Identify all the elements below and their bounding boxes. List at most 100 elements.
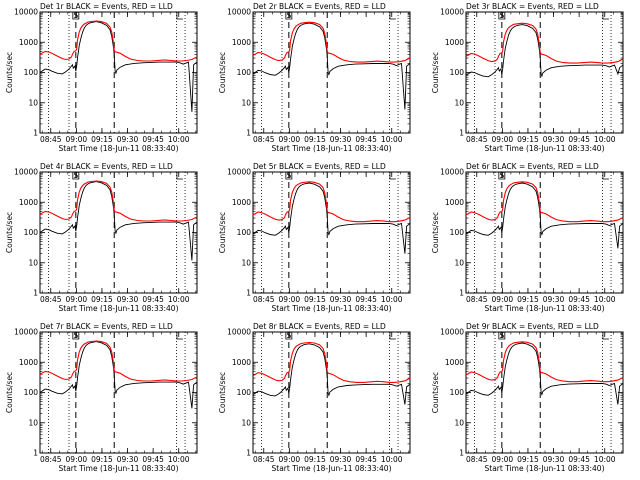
events-series-line bbox=[39, 21, 198, 112]
y-axis-label: Counts/sec bbox=[431, 212, 440, 253]
x-tick-label: 09:15 bbox=[517, 135, 539, 144]
x-tick-label: 09:15 bbox=[517, 455, 539, 464]
x-tick-label: 09:15 bbox=[517, 295, 539, 304]
y-tick-label: 10 bbox=[241, 258, 251, 267]
y-tick-label: 10 bbox=[28, 418, 38, 427]
y-tick-label: 10000 bbox=[440, 168, 464, 177]
y-tick-label: 100 bbox=[24, 68, 39, 77]
x-tick-label: 09:45 bbox=[142, 455, 164, 464]
x-tick-label: 08:45 bbox=[466, 455, 488, 464]
flag-label-s: S bbox=[73, 331, 78, 340]
lld-series-line bbox=[252, 341, 411, 383]
flag-label-s: S bbox=[73, 171, 78, 180]
saa-flag-bracket bbox=[285, 172, 293, 180]
y-tick-label: 100 bbox=[24, 388, 39, 397]
panel-title: Det 1r BLACK = Events, RED = LLD bbox=[40, 2, 173, 11]
panel-title: Det 9r BLACK = Events, RED = LLD bbox=[466, 322, 599, 331]
detector-panel: Det 8r BLACK = Events, RED = LLD 1 10 100 10… bbox=[218, 322, 411, 473]
saa-flag-bracket bbox=[498, 172, 506, 180]
x-axis-label: Start Time (18-Jun-11 08:33:40) bbox=[272, 304, 392, 313]
y-tick-label: 1 bbox=[33, 449, 38, 458]
y-tick-label: 1000 bbox=[19, 198, 38, 207]
y-tick-label: 10000 bbox=[227, 168, 251, 177]
y-tick-label: 1 bbox=[33, 129, 38, 138]
x-tick-label: 09:30 bbox=[330, 295, 352, 304]
y-axis-label: Counts/sec bbox=[5, 52, 14, 93]
lld-series-line bbox=[39, 340, 198, 382]
y-tick-label: 10 bbox=[28, 98, 38, 107]
x-tick-label: 09:45 bbox=[142, 295, 164, 304]
x-tick-label: 09:30 bbox=[330, 455, 352, 464]
events-series-line bbox=[465, 182, 624, 249]
x-tick-label: 08:45 bbox=[40, 455, 62, 464]
flag-bracket-l bbox=[176, 12, 183, 20]
x-tick-label: 08:45 bbox=[466, 135, 488, 144]
events-series-line bbox=[465, 24, 624, 78]
y-tick-label: 100 bbox=[450, 68, 465, 77]
y-tick-label: 1000 bbox=[445, 198, 464, 207]
plot-frame bbox=[465, 11, 624, 134]
x-tick-label: 09:30 bbox=[330, 135, 352, 144]
x-axis-label: Start Time (18-Jun-11 08:33:40) bbox=[485, 464, 605, 473]
x-tick-label: 09:30 bbox=[543, 135, 565, 144]
y-tick-label: 1 bbox=[246, 289, 251, 298]
y-tick-label: 10000 bbox=[227, 328, 251, 337]
plot-frame bbox=[252, 171, 411, 294]
x-tick-label: 09:45 bbox=[568, 455, 590, 464]
x-tick-label: 08:45 bbox=[253, 135, 275, 144]
x-tick-label: 09:15 bbox=[91, 455, 113, 464]
x-tick-label: 09:00 bbox=[492, 455, 514, 464]
x-tick-label: 09:30 bbox=[117, 295, 139, 304]
x-tick-label: 09:00 bbox=[66, 455, 88, 464]
x-tick-label: 08:45 bbox=[40, 295, 62, 304]
y-axis-label: Counts/sec bbox=[5, 372, 14, 413]
x-tick-label: 09:30 bbox=[117, 455, 139, 464]
y-tick-label: 1 bbox=[246, 129, 251, 138]
y-tick-label: 10 bbox=[454, 98, 464, 107]
x-axis-label: Start Time (18-Jun-11 08:33:40) bbox=[59, 304, 179, 313]
x-tick-label: 09:15 bbox=[304, 455, 326, 464]
y-tick-label: 1000 bbox=[19, 358, 38, 367]
y-tick-label: 10000 bbox=[14, 8, 38, 17]
x-tick-label: 09:30 bbox=[117, 135, 139, 144]
flag-label-s: S bbox=[286, 331, 291, 340]
x-tick-label: 09:15 bbox=[91, 135, 113, 144]
flag-bracket-l bbox=[389, 12, 396, 20]
y-tick-label: 10000 bbox=[227, 8, 251, 17]
y-tick-label: 10000 bbox=[14, 168, 38, 177]
x-tick-label: 09:45 bbox=[355, 455, 377, 464]
x-tick-label: 10:00 bbox=[168, 455, 190, 464]
saa-flag-bracket bbox=[498, 12, 506, 20]
panel-title: Det 4r BLACK = Events, RED = LLD bbox=[40, 162, 173, 171]
lld-series-line bbox=[252, 181, 411, 223]
y-tick-label: 1000 bbox=[445, 38, 464, 47]
flag-bracket-l bbox=[389, 332, 396, 340]
saa-flag-bracket bbox=[72, 172, 80, 180]
detector-panel: Det 5r BLACK = Events, RED = LLD 1 10 100 10… bbox=[218, 162, 411, 313]
x-axis-label: Start Time (18-Jun-11 08:33:40) bbox=[485, 144, 605, 153]
flag-bracket-l bbox=[602, 12, 609, 20]
flag-label-s: S bbox=[499, 171, 504, 180]
lld-series-line bbox=[465, 22, 624, 64]
y-axis-label: Counts/sec bbox=[431, 372, 440, 413]
x-tick-label: 09:45 bbox=[355, 135, 377, 144]
y-tick-label: 10 bbox=[241, 98, 251, 107]
x-tick-label: 09:45 bbox=[142, 135, 164, 144]
plot-frame bbox=[252, 11, 411, 134]
x-tick-label: 08:45 bbox=[40, 135, 62, 144]
x-tick-label: 09:00 bbox=[279, 455, 301, 464]
y-tick-label: 10000 bbox=[440, 8, 464, 17]
x-tick-label: 09:00 bbox=[66, 135, 88, 144]
x-tick-label: 09:00 bbox=[66, 295, 88, 304]
y-tick-label: 1 bbox=[459, 129, 464, 138]
y-tick-label: 1000 bbox=[445, 358, 464, 367]
y-tick-label: 1000 bbox=[232, 38, 251, 47]
x-tick-label: 10:00 bbox=[594, 295, 616, 304]
x-tick-label: 10:00 bbox=[168, 135, 190, 144]
detector-panel: Det 7r BLACK = Events, RED = LLD 1 10 100 10… bbox=[5, 322, 198, 473]
panel-title: Det 5r BLACK = Events, RED = LLD bbox=[253, 162, 386, 171]
saa-flag-bracket bbox=[285, 12, 293, 20]
y-axis-label: Counts/sec bbox=[218, 372, 227, 413]
y-tick-label: 1000 bbox=[232, 358, 251, 367]
x-axis-label: Start Time (18-Jun-11 08:33:40) bbox=[272, 464, 392, 473]
